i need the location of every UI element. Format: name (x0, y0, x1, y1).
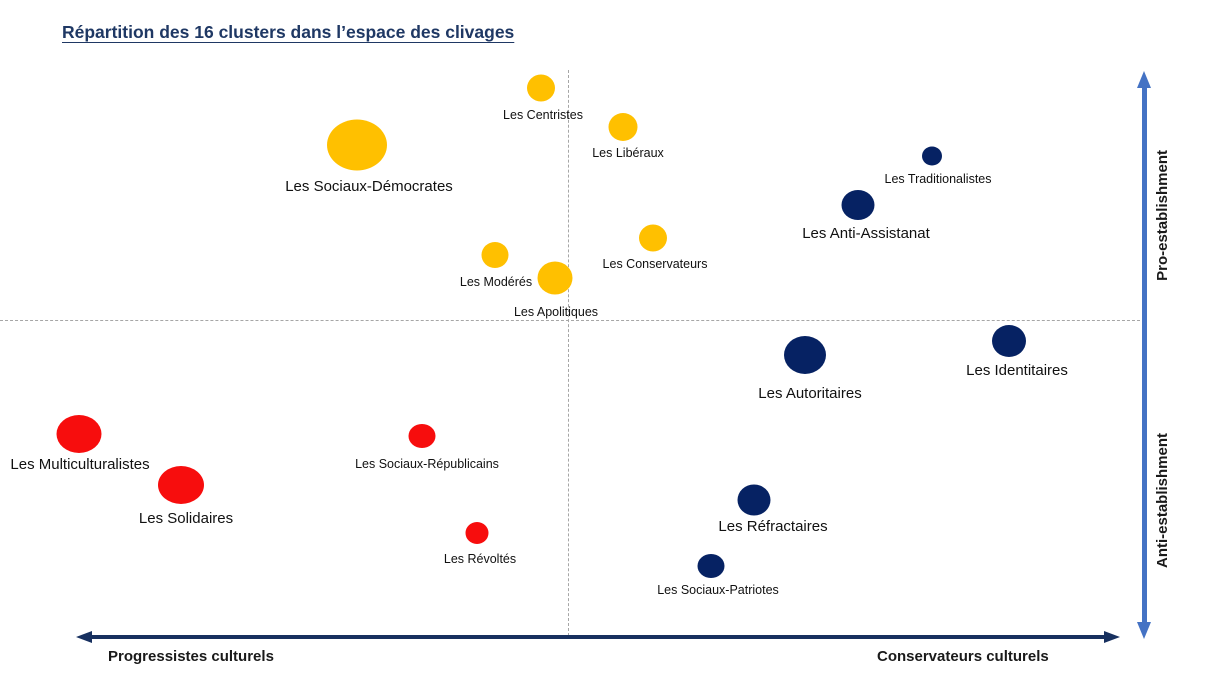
x-axis-arrowhead-right-icon (1104, 631, 1120, 643)
y-axis-label-top: Pro-establishment (1154, 150, 1171, 281)
bubble-les-sociaux-patriotes (697, 554, 725, 578)
quadrant-divider-horizontal (0, 320, 1145, 321)
bubble-les-refractaires (737, 484, 771, 516)
bubble-label-les-sociaux-patriotes: Les Sociaux-Patriotes (657, 583, 779, 597)
y-axis-label-bottom: Anti-establishment (1154, 433, 1171, 569)
bubble-label-les-revoltes: Les Révoltés (443, 552, 517, 566)
bubble-les-multiculturalistes (56, 415, 102, 453)
bubble-label-les-refractaires: Les Réfractaires (718, 518, 828, 535)
quadrant-divider-vertical (568, 70, 569, 636)
bubble-les-sociaux-republicains (408, 424, 436, 448)
bubble-les-identitaires (992, 325, 1026, 357)
y-axis-arrowhead-down-icon (1137, 622, 1151, 639)
bubble-label-les-liberaux: Les Libéraux (592, 146, 664, 160)
bubble-les-revoltes (465, 522, 489, 544)
bubble-les-autoritaires (784, 336, 826, 374)
bubble-label-les-anti-assistanat: Les Anti-Assistanat (802, 225, 930, 242)
y-axis-line (1142, 86, 1147, 624)
bubble-label-les-solidaires: Les Solidaires (138, 510, 234, 527)
bubble-les-anti-assistanat (841, 190, 875, 220)
x-axis-label-right: Conservateurs culturels (877, 648, 1049, 665)
bubble-label-les-sociaux-republicains: Les Sociaux-Républicains (355, 457, 499, 471)
x-axis-line (90, 635, 1106, 639)
bubble-label-les-sociaux-democrates: Les Sociaux-Démocrates (285, 178, 453, 195)
chart-title: Répartition des 16 clusters dans l’espac… (62, 22, 515, 42)
bubble-les-solidaires (158, 466, 204, 504)
bubble-les-traditionalistes (922, 146, 942, 166)
bubble-les-conservateurs (639, 224, 667, 252)
bubble-label-les-conservateurs: Les Conservateurs (602, 257, 708, 271)
x-axis-arrowhead-left-icon (76, 631, 92, 643)
bubble-les-liberaux (608, 113, 638, 141)
y-axis-arrowhead-up-icon (1137, 71, 1151, 88)
bubble-label-les-autoritaires: Les Autoritaires (758, 385, 862, 402)
bubble-label-les-multiculturalistes: Les Multiculturalistes (10, 456, 150, 473)
bubble-label-les-traditionalistes: Les Traditionalistes (884, 172, 992, 186)
bubble-les-apolitiques (537, 261, 573, 295)
bubble-les-sociaux-democrates (327, 119, 387, 171)
bubble-label-les-moderes: Les Modérés (459, 275, 533, 289)
bubble-label-les-identitaires: Les Identitaires (966, 362, 1068, 379)
bubble-label-les-centristes: Les Centristes (503, 108, 583, 122)
bubble-les-moderes (481, 242, 509, 268)
x-axis-label-left: Progressistes culturels (108, 648, 274, 665)
bubble-label-les-apolitiques: Les Apolitiques (513, 305, 599, 319)
bubble-les-centristes (527, 74, 555, 102)
